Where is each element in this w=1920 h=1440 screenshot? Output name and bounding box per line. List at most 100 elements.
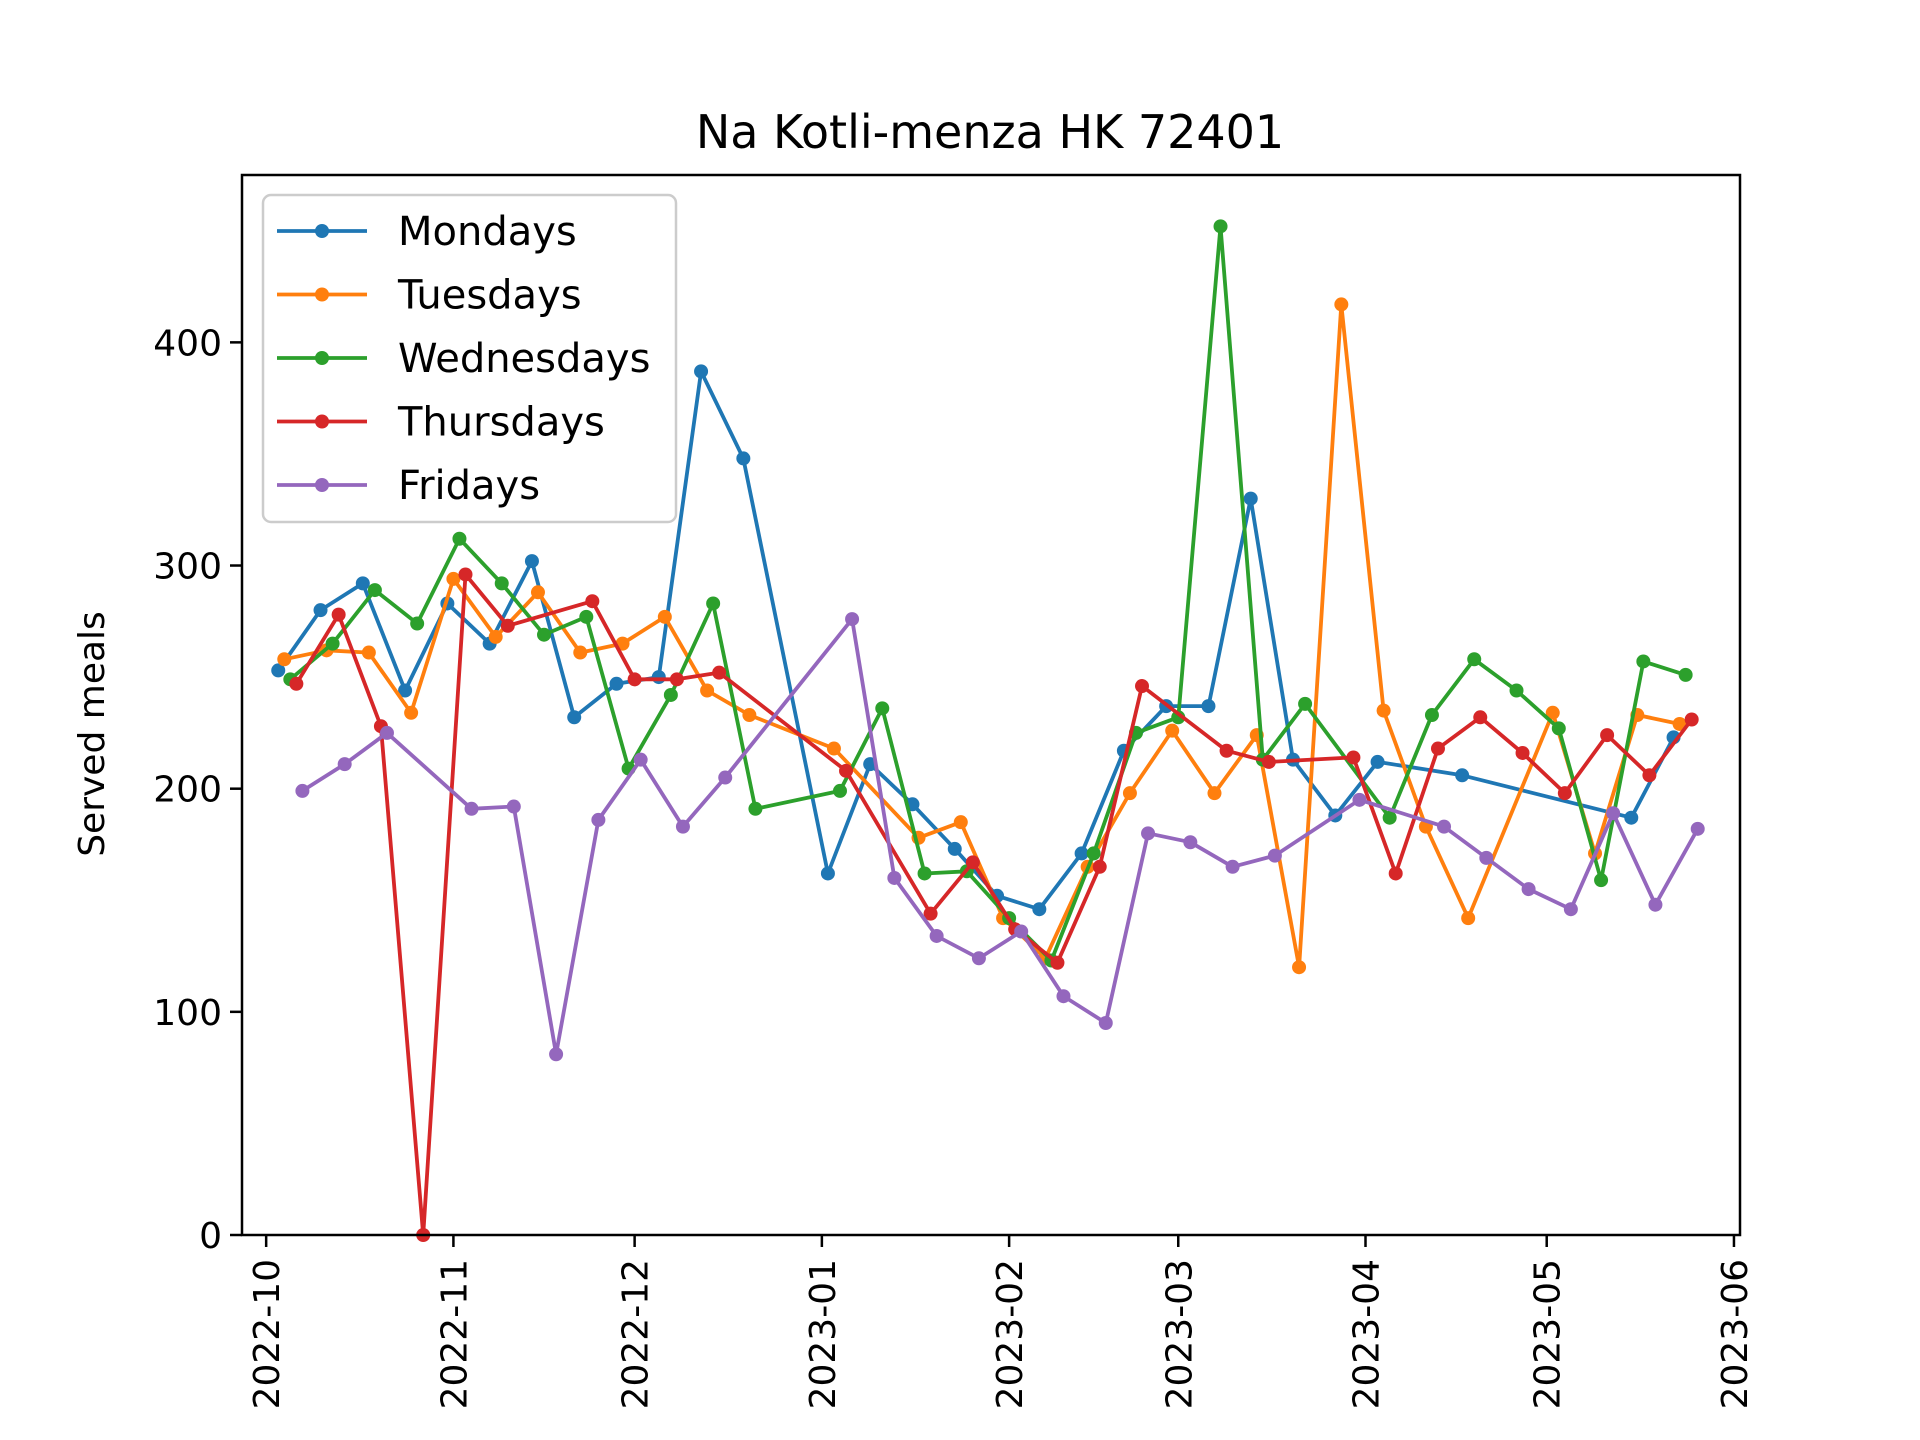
y-tick-label: 200: [153, 770, 222, 811]
data-point: [706, 596, 720, 610]
data-point: [380, 726, 394, 740]
data-point: [314, 603, 328, 617]
legend-label: Thursdays: [397, 400, 605, 446]
data-point: [531, 585, 545, 599]
data-point: [277, 652, 291, 666]
data-point: [579, 610, 593, 624]
data-point: [295, 784, 309, 798]
y-tick-label: 300: [153, 547, 222, 588]
data-point: [1214, 219, 1228, 233]
data-point: [1425, 708, 1439, 722]
data-point: [1642, 768, 1656, 782]
x-tick-label: 2022-10: [247, 1259, 288, 1409]
data-point: [1437, 820, 1451, 834]
legend-marker: [315, 351, 329, 365]
data-point: [1262, 755, 1276, 769]
data-point: [694, 364, 708, 378]
data-point: [1522, 882, 1536, 896]
data-point: [736, 451, 750, 465]
y-tick-label: 100: [153, 993, 222, 1034]
data-point: [670, 672, 684, 686]
data-point: [1226, 860, 1240, 874]
legend-marker: [315, 478, 329, 492]
data-point: [362, 646, 376, 660]
data-point: [332, 608, 346, 622]
data-point: [1479, 851, 1493, 865]
data-point: [1093, 860, 1107, 874]
data-point: [1135, 679, 1149, 693]
data-point: [1346, 750, 1360, 764]
data-point: [930, 929, 944, 943]
data-point: [458, 567, 472, 581]
data-point: [1292, 960, 1306, 974]
y-axis-label: Served meals: [72, 611, 113, 857]
data-point: [452, 532, 466, 546]
data-point: [1207, 786, 1221, 800]
data-point: [1473, 710, 1487, 724]
x-tick-label: 2023-04: [1347, 1259, 1388, 1409]
data-point: [501, 619, 515, 633]
data-point: [573, 646, 587, 660]
data-point: [1594, 873, 1608, 887]
legend-label: Mondays: [398, 209, 577, 255]
x-axis: 2022-10 2022-11 2022-12 2023-01 2023-02 2023-…: [247, 1235, 1756, 1409]
legend: MondaysTuesdaysWednesdaysThursdaysFriday…: [263, 195, 676, 522]
data-point: [1431, 742, 1445, 756]
data-point: [1014, 925, 1028, 939]
data-point: [567, 710, 581, 724]
data-point: [827, 742, 841, 756]
data-point: [446, 572, 460, 586]
data-point: [887, 871, 901, 885]
data-point: [1352, 793, 1366, 807]
data-point: [356, 576, 370, 590]
data-point: [289, 677, 303, 691]
legend-label: Tuesdays: [397, 273, 582, 319]
data-point: [1298, 697, 1312, 711]
data-point: [1516, 746, 1530, 760]
x-tick-label: 2023-03: [1159, 1259, 1200, 1409]
x-tick-label: 2022-12: [616, 1259, 657, 1409]
y-tick-label: 0: [199, 1216, 222, 1257]
data-point: [326, 637, 340, 651]
data-point: [1201, 699, 1215, 713]
data-point: [507, 800, 521, 814]
data-point: [1220, 744, 1234, 758]
data-point: [585, 594, 599, 608]
data-point: [664, 688, 678, 702]
data-point: [833, 784, 847, 798]
data-point: [1558, 786, 1572, 800]
data-point: [634, 753, 648, 767]
y-tick-label: 400: [153, 323, 222, 364]
data-point: [1648, 898, 1662, 912]
data-point: [1371, 755, 1385, 769]
data-point: [1679, 668, 1693, 682]
data-point: [652, 670, 666, 684]
data-point: [948, 842, 962, 856]
data-point: [1056, 989, 1070, 1003]
data-point: [338, 757, 352, 771]
data-point: [918, 866, 932, 880]
data-point: [1244, 492, 1258, 506]
data-point: [495, 576, 509, 590]
data-point: [954, 815, 968, 829]
data-point: [1123, 786, 1137, 800]
data-point: [1334, 297, 1348, 311]
x-tick-label: 2023-02: [990, 1259, 1031, 1409]
data-point: [1636, 654, 1650, 668]
data-point: [972, 951, 986, 965]
data-point: [1564, 902, 1578, 916]
data-point: [821, 866, 835, 880]
data-point: [700, 683, 714, 697]
data-point: [410, 617, 424, 631]
legend-marker: [315, 224, 329, 238]
data-point: [712, 666, 726, 680]
chart-title: Na Kotli-menza HK 72401: [696, 105, 1284, 159]
data-point: [1691, 822, 1705, 836]
data-point: [1087, 846, 1101, 860]
data-point: [1600, 728, 1614, 742]
data-point: [1455, 768, 1469, 782]
data-point: [1510, 683, 1524, 697]
data-point: [610, 677, 624, 691]
x-tick-label: 2023-05: [1528, 1259, 1569, 1409]
